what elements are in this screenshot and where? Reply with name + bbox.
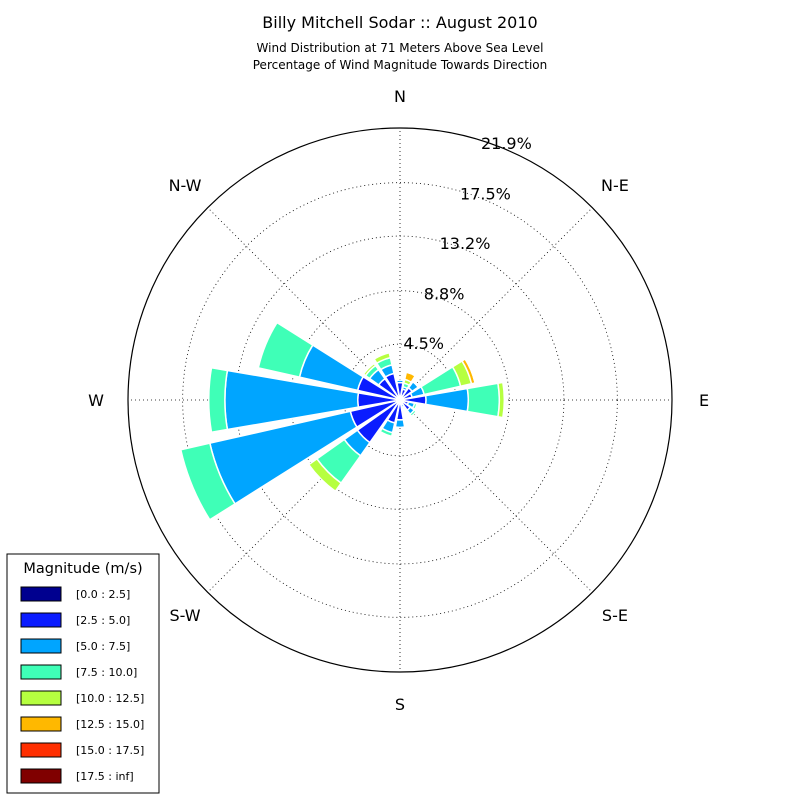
legend-swatch — [20, 690, 62, 706]
legend-swatch — [20, 742, 62, 758]
radial-tick-label: 13.2% — [440, 234, 491, 253]
legend-swatch — [20, 768, 62, 784]
legend-swatch — [20, 716, 62, 732]
radial-tick-label: 21.9% — [481, 134, 532, 153]
ring-gridline — [235, 235, 565, 565]
legend-label: [15.0 : 17.5] — [76, 744, 144, 757]
wind-bar-segment — [307, 457, 343, 493]
legend-swatch — [20, 638, 62, 654]
radial-gridline — [207, 207, 401, 401]
radial-tick-label: 4.5% — [403, 334, 444, 353]
direction-label: N-E — [601, 176, 629, 195]
legend-label: [7.5 : 10.0] — [76, 666, 137, 679]
direction-label: N-W — [169, 176, 202, 195]
polar-grid — [127, 127, 673, 673]
legend-swatch — [20, 664, 62, 680]
direction-label: E — [699, 391, 709, 410]
wind-bar-segment — [464, 357, 478, 384]
wind-bar-segment — [405, 370, 417, 377]
wind-bar-segment — [497, 381, 506, 419]
ring-gridline — [182, 182, 618, 618]
wind-bar-segment — [409, 409, 418, 418]
polar-frame — [127, 127, 673, 673]
radial-gridline — [207, 399, 401, 593]
wind-bar-segment — [373, 351, 392, 365]
legend-swatch — [20, 612, 62, 628]
radial-tick-label: 17.5% — [460, 185, 511, 204]
chart-subtitle-line-2: Percentage of Wind Magnitude Towards Dir… — [252, 58, 548, 72]
legend-label: [5.0 : 7.5] — [76, 640, 130, 653]
wind-bar-segment — [362, 362, 377, 377]
wind-rose-bars — [179, 321, 506, 521]
legend-swatch — [20, 586, 62, 602]
legend-label: [12.5 : 15.0] — [76, 718, 144, 731]
radial-tick-label: 8.8% — [424, 284, 465, 303]
polar-labels: N N-E E S-E S S-W W N-W 4.5% 8.8% 13.2% 17.5% 21.9% — [88, 87, 709, 714]
direction-label: S-W — [169, 606, 200, 625]
legend-label: [17.5 : inf] — [76, 770, 134, 783]
chart-subtitle-line-1: Wind Distribution at 71 Meters Above Sea… — [256, 41, 544, 55]
wind-bar-segment — [257, 321, 314, 379]
wind-bar-segment — [411, 379, 421, 389]
radial-gridline — [399, 207, 593, 401]
wind-bar-segment — [394, 418, 406, 429]
wind-bar-segment — [179, 442, 237, 521]
chart-title: Billy Mitchell Sodar :: August 2010 — [262, 13, 538, 32]
legend: Magnitude (m/s) [0.0 : 2.5] [2.5 : 5.0] [5… — [6, 553, 160, 794]
wind-bar-segment — [466, 382, 501, 418]
wind-bar-segment — [411, 402, 418, 411]
direction-label: W — [88, 391, 104, 410]
direction-label: S — [395, 695, 405, 714]
wind-bar-segment — [379, 427, 394, 438]
legend-label: [2.5 : 5.0] — [76, 614, 130, 627]
wind-bar-segment — [395, 379, 405, 384]
direction-label: N — [394, 87, 406, 106]
legend-label: [10.0 : 12.5] — [76, 692, 144, 705]
radial-gridline — [399, 399, 593, 593]
direction-label: S-E — [602, 606, 628, 625]
ring-gridline — [290, 290, 510, 510]
wind-bar-segment — [207, 366, 229, 434]
legend-title: Magnitude (m/s) — [23, 561, 142, 577]
legend-label: [0.0 : 2.5] — [76, 588, 130, 601]
